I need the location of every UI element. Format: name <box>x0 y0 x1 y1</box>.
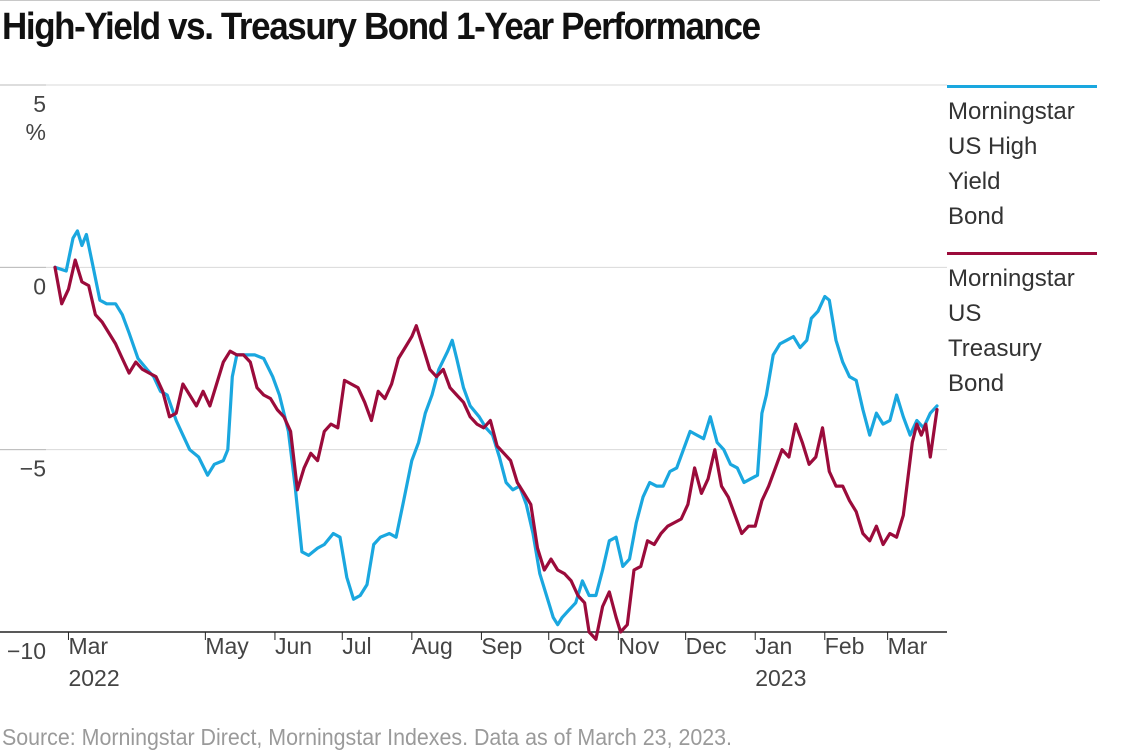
legend-label: Morningstar <box>948 98 1075 125</box>
x-tick-label: Sep <box>481 633 522 659</box>
legend-label: US <box>948 300 981 327</box>
x-tick-year-label: 2023 <box>755 665 806 691</box>
y-tick-label: 5 <box>33 91 46 117</box>
x-tick-label: Mar <box>68 633 108 659</box>
y-tick-label: 0 <box>33 273 46 299</box>
legend-swatch <box>947 85 1097 88</box>
legend-label: Bond <box>948 370 1004 397</box>
y-tick-label: −10 <box>7 638 46 664</box>
legend-label: Treasury <box>948 335 1042 362</box>
top-rule <box>0 0 1100 1</box>
series-layer <box>53 229 939 641</box>
series-line-high-yield <box>53 229 939 627</box>
x-tick-label: May <box>205 633 249 659</box>
x-tick-label: Jun <box>275 633 312 659</box>
x-tick-label: Jul <box>342 633 371 659</box>
x-tick-label: Jan <box>755 633 792 659</box>
legend-label: Bond <box>948 203 1004 230</box>
grid-layer <box>0 84 947 633</box>
x-tick-label: Oct <box>549 633 585 659</box>
legend: Morningstar US High Yield Bond Morningstar US… <box>947 85 1097 397</box>
x-tick-label: Aug <box>412 633 453 659</box>
legend-label: Yield <box>948 168 1000 195</box>
legend-label: Morningstar <box>948 265 1075 292</box>
x-tick-year-label: 2022 <box>68 665 119 691</box>
x-tick-label: Feb <box>825 633 865 659</box>
x-tick-label: Nov <box>618 633 659 659</box>
axis-layer: 5 0 −5 −10% Mar 2022 May Jun Jul Aug Sep Oct Nov Dec J… <box>0 84 928 691</box>
source-note: Source: Morningstar Direct, Morningstar … <box>2 724 732 750</box>
x-tick-label: Mar <box>888 633 928 659</box>
legend-label: US High <box>948 133 1037 160</box>
chart-title: High-Yield vs. Treasury Bond 1-Year Perf… <box>2 6 761 48</box>
y-tick-label: −5 <box>20 456 46 482</box>
x-tick-label: Dec <box>686 633 727 659</box>
y-unit-label: % <box>26 119 46 145</box>
series-line-treasury <box>53 258 939 641</box>
legend-swatch <box>947 252 1097 255</box>
